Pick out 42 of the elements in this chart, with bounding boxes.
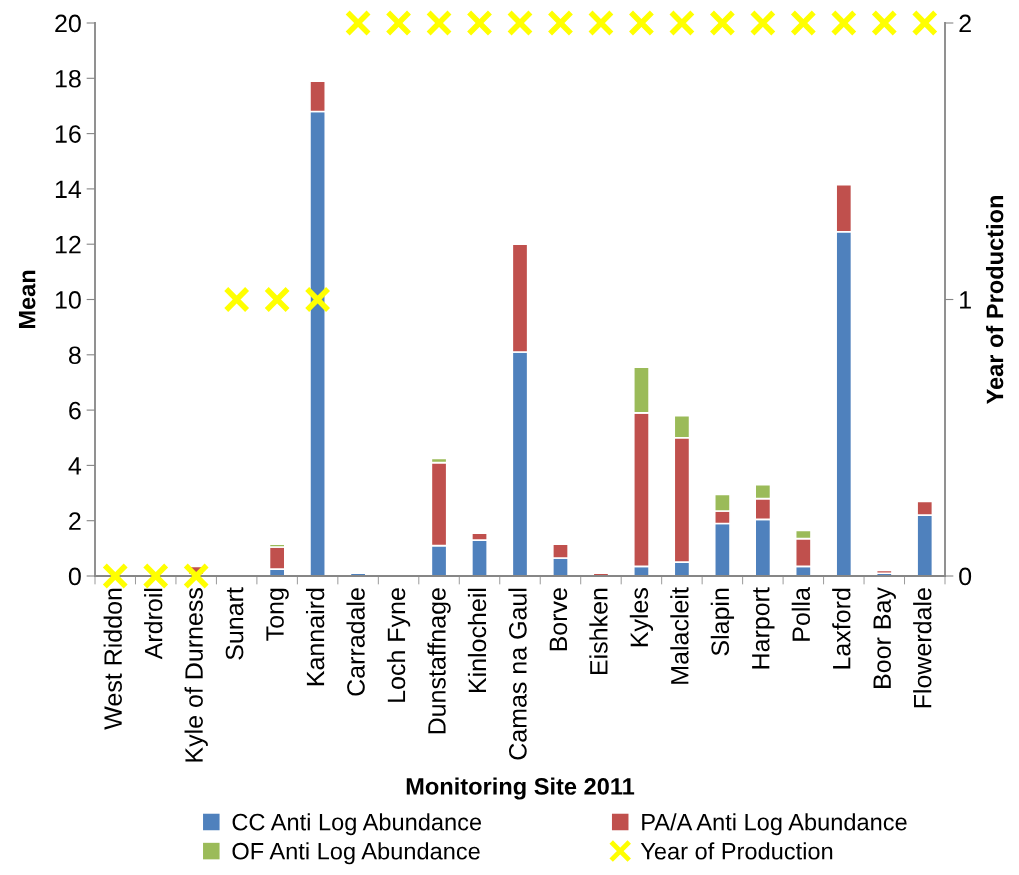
x-tick-label: Laxford xyxy=(832,588,851,669)
x-tick-label: Slapin xyxy=(710,588,735,656)
x-tick-label: Harport xyxy=(752,587,775,669)
x-tick-label: Tong xyxy=(266,588,289,641)
x-tick-label: Kannaird xyxy=(305,588,325,686)
x-tick-label: Carradale xyxy=(346,588,365,696)
x-tick-label: Dunstaffnage xyxy=(427,588,451,734)
y-tick-label: 16 xyxy=(55,125,81,143)
x-tick-label: Sunart xyxy=(225,587,244,660)
x-tick-label: West Riddon xyxy=(103,588,122,730)
x-tick-label: Camas na Gaul xyxy=(508,588,527,760)
y-tick-label: 0 xyxy=(68,567,81,586)
x-tick-label: Polla xyxy=(791,587,811,641)
x-tick-label: Borve xyxy=(549,588,568,651)
y2-axis-title: Year of Production xyxy=(985,196,1004,405)
x-tick-label: Loch Fyne xyxy=(386,588,411,702)
y2-tick-label: 0 xyxy=(959,567,972,586)
legend-label: Year of Production xyxy=(640,842,833,860)
y-axis-title: Mean xyxy=(18,270,36,329)
x-tick-label: Kinlocheil xyxy=(467,588,487,693)
legend-label: PA/A Anti Log Abundance xyxy=(642,813,907,836)
y-tick-label: 18 xyxy=(55,69,81,88)
legend-label: OF Anti Log Abundance xyxy=(232,842,480,865)
x-tick-label: Flowerdale xyxy=(913,588,932,708)
x-axis-title: Monitoring Site 2011 xyxy=(406,777,635,800)
x-tick-label: Eishken xyxy=(589,588,608,674)
y2-tick-label: 2 xyxy=(959,14,971,33)
y-tick-label: 10 xyxy=(55,291,81,309)
x-tick-label: Ardroil xyxy=(144,588,163,660)
x-tick-label: Kyle of Durness xyxy=(184,588,208,762)
x-tick-label: Malacleit xyxy=(670,587,689,684)
x-tick-label: Boor Bay xyxy=(873,587,896,688)
y-tick-label: 14 xyxy=(55,180,82,198)
y-tick-label: 2 xyxy=(69,512,81,530)
legend-label: CC Anti Log Abundance xyxy=(232,813,482,836)
y-tick-label: 6 xyxy=(69,401,81,420)
y-tick-label: 12 xyxy=(55,235,81,254)
y2-tick-label: 1 xyxy=(960,291,971,309)
y-tick-label: 20 xyxy=(55,14,81,33)
y-tick-label: 4 xyxy=(68,457,82,475)
x-tick-label: Kyles xyxy=(629,588,654,647)
y-tick-label: 8 xyxy=(68,346,81,365)
